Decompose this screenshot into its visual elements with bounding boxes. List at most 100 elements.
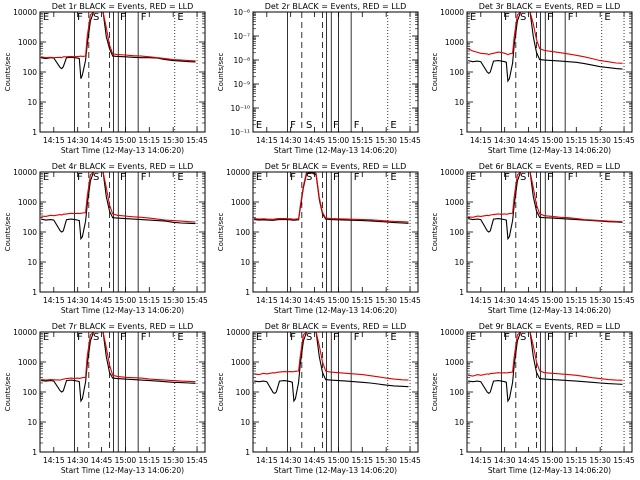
marker-letter: F bbox=[354, 172, 360, 183]
series-line-events bbox=[254, 331, 409, 403]
x-tick-label: 15:45 bbox=[186, 456, 208, 465]
x-tick-label: 14:45 bbox=[91, 296, 113, 305]
plot-frame bbox=[252, 171, 419, 293]
marker-letter: F bbox=[77, 172, 83, 183]
y-tick-label: 1000 bbox=[231, 358, 250, 367]
y-tick-label: 1 bbox=[459, 128, 464, 137]
marker-letter: F bbox=[568, 332, 574, 343]
y-tick-label: 10⁻¹¹ bbox=[230, 128, 250, 137]
y-tick-label: 10000 bbox=[226, 328, 250, 337]
x-tick-label: 15:30 bbox=[375, 296, 397, 305]
marker-letter: F bbox=[77, 332, 83, 343]
x-tick-label: 14:15 bbox=[470, 296, 492, 305]
x-tick-label: 14:30 bbox=[280, 296, 302, 305]
x-axis-label: Start Time (12-May-13 14:06:20) bbox=[274, 466, 397, 475]
x-tick-label: 15:30 bbox=[589, 136, 611, 145]
y-tick-label: 100 bbox=[450, 388, 465, 397]
series-line-lld bbox=[40, 11, 196, 62]
x-tick-label: 15:00 bbox=[115, 456, 137, 465]
marker-letter: E bbox=[43, 172, 49, 183]
x-axis-label: Start Time (12-May-13 14:06:20) bbox=[488, 146, 611, 155]
marker-letter: F bbox=[120, 172, 126, 183]
y-axis-label: Counts/sec bbox=[4, 373, 12, 412]
y-tick-label: 1000 bbox=[445, 358, 464, 367]
marker-letter: S bbox=[306, 172, 312, 183]
panel-title: Det 1r BLACK = Events, RED = LLD bbox=[52, 2, 194, 11]
x-tick-label: 14:15 bbox=[470, 456, 492, 465]
y-tick-label: 1 bbox=[32, 128, 37, 137]
marker-letter: F bbox=[568, 12, 574, 23]
y-tick-label: 1000 bbox=[445, 198, 464, 207]
marker-letter: E bbox=[604, 332, 610, 343]
x-tick-label: 14:45 bbox=[518, 136, 540, 145]
marker-letter: E bbox=[256, 332, 262, 343]
x-tick-label: 15:30 bbox=[162, 136, 184, 145]
y-tick-label: 1000 bbox=[445, 38, 464, 47]
y-tick-label: 10⁻⁶ bbox=[233, 8, 250, 17]
x-tick-label: 14:15 bbox=[256, 136, 278, 145]
y-tick-label: 100 bbox=[23, 68, 38, 77]
y-axis-label: Counts/sec bbox=[217, 373, 225, 412]
y-tick-label: 1000 bbox=[18, 198, 37, 207]
y-tick-label: 10⁻⁹ bbox=[233, 80, 250, 89]
plot-frame bbox=[466, 331, 633, 453]
y-axis-label: Counts/sec bbox=[4, 53, 12, 92]
x-tick-label: 14:15 bbox=[256, 456, 278, 465]
series-line-lld bbox=[254, 171, 409, 223]
y-tick-label: 10 bbox=[27, 258, 37, 267]
x-tick-label: 15:45 bbox=[613, 456, 635, 465]
x-tick-label: 14:30 bbox=[67, 136, 89, 145]
y-tick-label: 1 bbox=[459, 448, 464, 457]
marker-letter: E bbox=[470, 332, 476, 343]
marker-letter: F bbox=[547, 332, 553, 343]
x-tick-label: 15:15 bbox=[138, 136, 160, 145]
x-tick-label: 15:15 bbox=[565, 296, 587, 305]
x-tick-label: 14:45 bbox=[304, 136, 326, 145]
y-tick-label: 1000 bbox=[231, 198, 250, 207]
x-tick-label: 15:45 bbox=[613, 296, 635, 305]
panel-title: Det 8r BLACK = Events, RED = LLD bbox=[265, 322, 407, 331]
x-tick-label: 15:45 bbox=[186, 136, 208, 145]
marker-letter: S bbox=[306, 120, 312, 131]
x-tick-label: 15:45 bbox=[399, 296, 421, 305]
marker-letter: F bbox=[333, 172, 339, 183]
marker-letter: S bbox=[93, 332, 99, 343]
series-line-events bbox=[467, 171, 623, 241]
marker-letter: F bbox=[504, 332, 510, 343]
marker-letter: E bbox=[177, 332, 183, 343]
x-tick-label: 15:45 bbox=[613, 136, 635, 145]
series-line-events bbox=[467, 11, 623, 83]
panel-title: Det 9r BLACK = Events, RED = LLD bbox=[479, 322, 621, 331]
y-tick-label: 10⁻⁷ bbox=[233, 32, 250, 41]
y-tick-label: 10 bbox=[454, 258, 464, 267]
y-tick-label: 1000 bbox=[18, 38, 37, 47]
x-tick-label: 14:45 bbox=[304, 456, 326, 465]
x-axis-label: Start Time (12-May-13 14:06:20) bbox=[61, 146, 184, 155]
x-tick-label: 15:00 bbox=[328, 136, 350, 145]
x-tick-label: 14:45 bbox=[91, 136, 113, 145]
x-tick-label: 14:15 bbox=[43, 296, 65, 305]
marker-letter: F bbox=[568, 172, 574, 183]
marker-letter: E bbox=[43, 332, 49, 343]
x-tick-label: 15:30 bbox=[162, 296, 184, 305]
x-tick-label: 15:00 bbox=[542, 456, 564, 465]
marker-letter: E bbox=[256, 120, 262, 131]
series-line-lld bbox=[468, 331, 623, 381]
marker-letter: S bbox=[520, 12, 526, 23]
x-tick-label: 15:30 bbox=[589, 296, 611, 305]
y-tick-label: 10⁻¹⁰ bbox=[230, 104, 250, 113]
x-tick-label: 14:15 bbox=[43, 456, 65, 465]
marker-letter: F bbox=[504, 12, 510, 23]
x-tick-label: 15:30 bbox=[162, 456, 184, 465]
marker-letter: S bbox=[93, 12, 99, 23]
series-line-lld bbox=[41, 171, 196, 223]
panel-title: Det 3r BLACK = Events, RED = LLD bbox=[479, 2, 621, 11]
marker-letter: S bbox=[306, 332, 312, 343]
y-tick-label: 100 bbox=[23, 228, 38, 237]
marker-letter: F bbox=[290, 332, 296, 343]
y-tick-label: 10000 bbox=[440, 168, 464, 177]
